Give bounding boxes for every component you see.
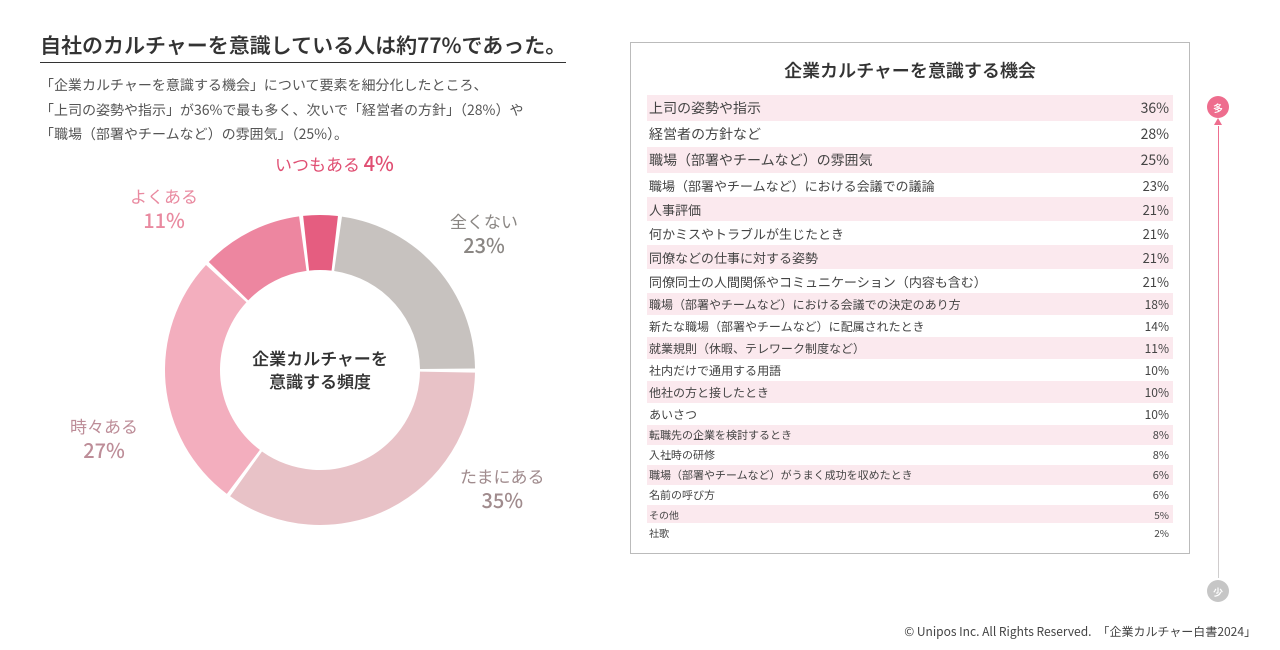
ranking-item-value: 28% (1141, 124, 1173, 144)
ranking-row: 職場（部署やチームなど）がうまく成功を収めたとき6% (647, 465, 1173, 485)
ranking-item-value: 11% (1145, 340, 1173, 357)
ranking-item-label: 上司の姿勢や指示 (647, 98, 1141, 118)
ranking-item-label: 転職先の企業を検討するとき (647, 427, 1153, 443)
headline: 自社のカルチャーを意識している人は約77%であった。 (40, 30, 566, 63)
ranking-item-value: 5% (1154, 507, 1173, 522)
ranking-row: 社内だけで通用する用語10% (647, 359, 1173, 381)
ranking-row: その他5% (647, 505, 1173, 523)
ranking-item-value: 21% (1143, 248, 1173, 267)
ranking-item-label: 新たな職場（部署やチームなど）に配属されたとき (647, 318, 1145, 335)
ranking-row: 上司の姿勢や指示36% (647, 95, 1173, 121)
footer-copyright: © Unipos Inc. All Rights Reserved. 「企業カル… (904, 623, 1256, 640)
ranking-row: 名前の呼び方6% (647, 485, 1173, 505)
ranking-item-value: 2% (1154, 525, 1173, 540)
ranking-list: 上司の姿勢や指示36%経営者の方針など28%職場（部署やチームなど）の雰囲気25… (647, 95, 1173, 541)
ranking-item-value: 8% (1153, 447, 1173, 463)
donut-label-sometimes: 時々ある27% (70, 415, 138, 463)
donut-label-often: よくある11% (130, 185, 198, 233)
scale-bottom-badge: 少 (1207, 580, 1229, 602)
donut-center-line2: 意識する頻度 (269, 369, 371, 394)
donut-chart: 企業カルチャーを 意識する頻度 いつもある 4%全くない23%たまにある35%時… (40, 155, 600, 585)
ranking-item-value: 10% (1145, 384, 1173, 401)
ranking-item-value: 21% (1143, 272, 1173, 291)
ranking-row: 同僚などの仕事に対する姿勢21% (647, 245, 1173, 269)
donut-segment-occasional (230, 371, 475, 524)
scale-top-badge: 多 (1207, 96, 1229, 118)
ranking-item-label: 経営者の方針など (647, 124, 1141, 144)
ranking-row: 新たな職場（部署やチームなど）に配属されたとき14% (647, 315, 1173, 337)
ranking-item-value: 21% (1143, 200, 1173, 219)
ranking-item-value: 36% (1141, 98, 1173, 118)
ranking-scale: 多 少 (1204, 42, 1232, 602)
ranking-item-label: 何かミスやトラブルが生じたとき (647, 224, 1143, 243)
ranking-row: 職場（部署やチームなど）の雰囲気25% (647, 147, 1173, 173)
ranking-row: 同僚同士の人間関係やコミュニケーション（内容も含む）21% (647, 269, 1173, 293)
ranking-item-label: 他社の方と接したとき (647, 384, 1145, 401)
ranking-item-label: 社歌 (647, 525, 1154, 540)
donut-label-none: 全くない23% (450, 210, 518, 258)
ranking-item-label: 同僚同士の人間関係やコミュニケーション（内容も含む） (647, 272, 1143, 291)
ranking-item-value: 14% (1145, 318, 1173, 335)
ranking-row: 社歌2% (647, 523, 1173, 541)
ranking-item-value: 10% (1145, 362, 1173, 379)
donut-center-line1: 企業カルチャーを (252, 345, 388, 370)
ranking-row: 何かミスやトラブルが生じたとき21% (647, 221, 1173, 245)
ranking-item-label: その他 (647, 507, 1154, 522)
ranking-item-label: 名前の呼び方 (647, 487, 1153, 503)
ranking-item-label: 入社時の研修 (647, 447, 1153, 463)
ranking-item-value: 21% (1143, 224, 1173, 243)
ranking-item-label: 就業規則（休暇、テレワーク制度など） (647, 340, 1145, 357)
ranking-box: 企業カルチャーを意識する機会 上司の姿勢や指示36%経営者の方針など28%職場（… (630, 42, 1190, 554)
ranking-item-label: 職場（部署やチームなど）における会議での決定のあり方 (647, 296, 1145, 313)
ranking-row: 転職先の企業を検討するとき8% (647, 425, 1173, 445)
donut-center-title: 企業カルチャーを 意識する頻度 (252, 346, 388, 394)
ranking-item-label: 職場（部署やチームなど）の雰囲気 (647, 150, 1141, 170)
ranking-row: 他社の方と接したとき10% (647, 381, 1173, 403)
ranking-row: 経営者の方針など28% (647, 121, 1173, 147)
donut-label-always: いつもある 4% (275, 150, 394, 176)
ranking-item-value: 10% (1145, 406, 1173, 423)
ranking-item-label: 職場（部署やチームなど）における会議での議論 (647, 176, 1143, 195)
ranking-item-value: 8% (1153, 427, 1173, 443)
scale-line (1218, 126, 1219, 578)
donut-segment-sometimes (165, 264, 260, 493)
ranking-item-value: 25% (1141, 150, 1173, 170)
ranking-row: 職場（部署やチームなど）における会議での議論23% (647, 173, 1173, 197)
ranking-row: 入社時の研修8% (647, 445, 1173, 465)
subtext: 「企業カルチャーを意識する機会」について要素を細分化したところ、「上司の姿勢や指… (40, 73, 600, 147)
ranking-item-value: 23% (1143, 176, 1173, 195)
ranking-row: 就業規則（休暇、テレワーク制度など）11% (647, 337, 1173, 359)
ranking-item-label: 同僚などの仕事に対する姿勢 (647, 248, 1143, 267)
ranking-item-label: 職場（部署やチームなど）がうまく成功を収めたとき (647, 467, 1153, 483)
ranking-item-label: あいさつ (647, 406, 1145, 423)
ranking-item-label: 社内だけで通用する用語 (647, 362, 1145, 379)
ranking-title: 企業カルチャーを意識する機会 (647, 57, 1173, 83)
donut-segment-always (303, 215, 338, 271)
scale-arrow-up-icon (1214, 118, 1222, 125)
ranking-item-value: 6% (1153, 467, 1173, 483)
ranking-item-value: 18% (1145, 296, 1173, 313)
donut-label-occasional: たまにある35% (460, 465, 545, 513)
ranking-row: あいさつ10% (647, 403, 1173, 425)
ranking-item-value: 6% (1153, 487, 1173, 503)
ranking-row: 職場（部署やチームなど）における会議での決定のあり方18% (647, 293, 1173, 315)
ranking-row: 人事評価21% (647, 197, 1173, 221)
ranking-item-label: 人事評価 (647, 200, 1143, 219)
